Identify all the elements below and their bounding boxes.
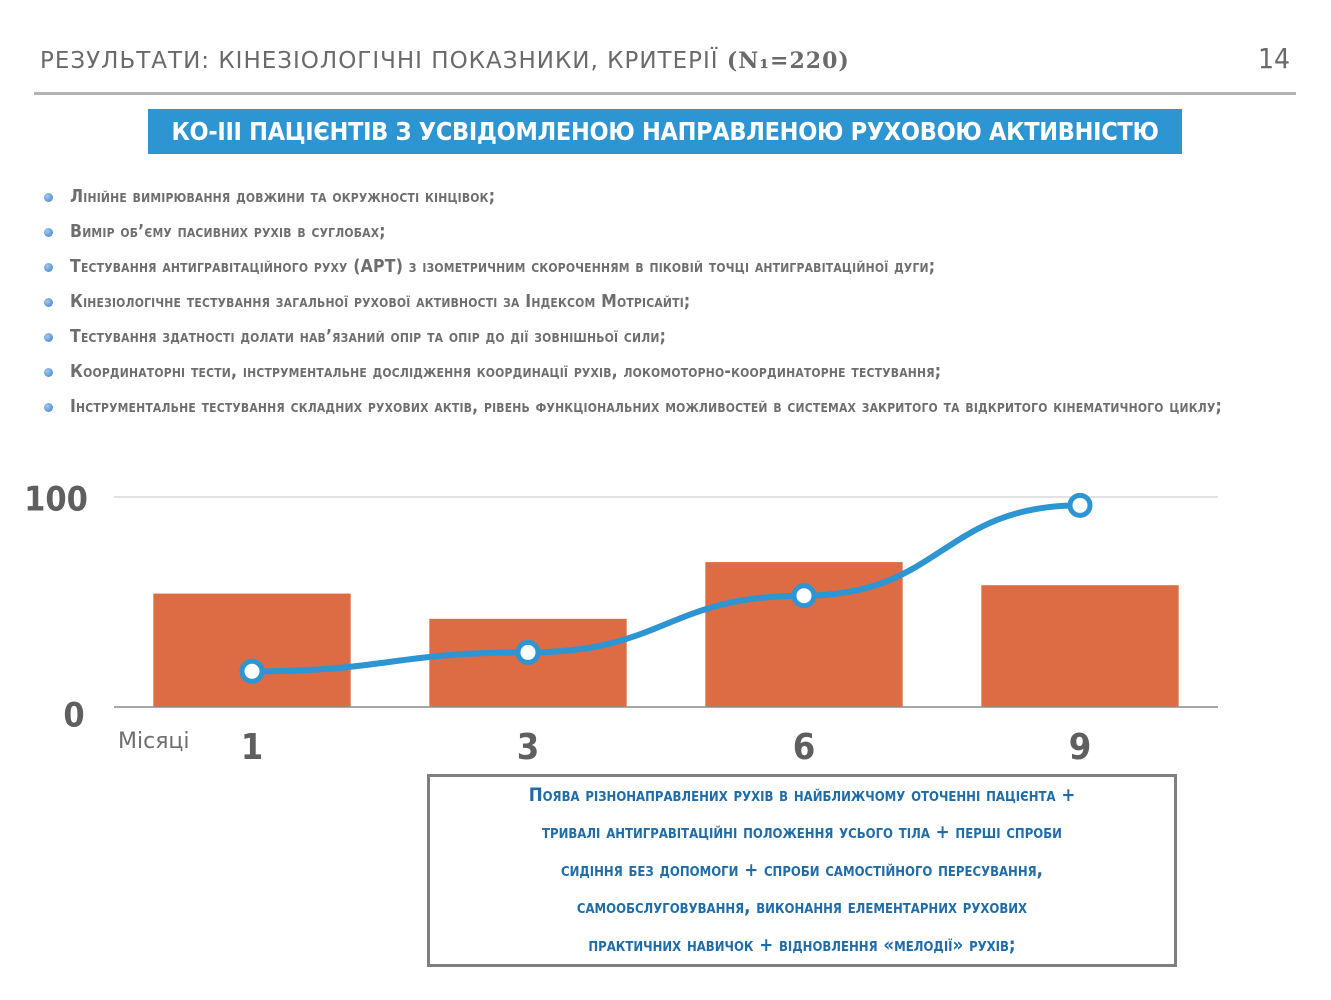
bullet-icon [44, 193, 53, 202]
slide-title-main: РЕЗУЛЬТАТИ: КІНЕЗІОЛОГІЧНІ ПОКАЗНИКИ, КР… [40, 48, 719, 74]
list-item-text: Координаторні тести, інструментальне дос… [70, 362, 942, 382]
result-summary-box: Поява різнонаправлених рухів в найближчо… [427, 774, 1177, 967]
x-tick-label: 9 [1069, 727, 1092, 768]
result-line: практичних навичок + відновлення «мелоді… [588, 934, 1016, 956]
list-item: Інструментальне тестування складних рухо… [44, 390, 1294, 425]
x-tick-label: 1 [241, 727, 264, 768]
result-line: тривалі антигравітаційні положення усьог… [542, 822, 1062, 844]
result-line: Поява різнонаправлених рухів в найближчо… [528, 784, 1076, 806]
bullet-icon [44, 368, 53, 377]
list-item-text: Тестування здатності долати нав’язаний о… [70, 327, 667, 347]
list-item: Координаторні тести, інструментальне дос… [44, 355, 1294, 390]
list-item: Тестування антигравітаційного руху (АРТ)… [44, 250, 1294, 285]
bullet-icon [44, 403, 53, 412]
list-item: Вимір об’єму пасивних рухів в суглобах; [44, 215, 1294, 250]
x-tick-label: 3 [517, 727, 540, 768]
bullet-icon [44, 263, 53, 272]
list-item: Тестування здатності долати нав’язаний о… [44, 320, 1294, 355]
trend-point [1067, 492, 1093, 518]
bar [153, 593, 351, 707]
sample-size-label: (N₁=220) [726, 48, 850, 74]
x-tick-label: 6 [793, 727, 816, 768]
slide-title: РЕЗУЛЬТАТИ: КІНЕЗІОЛОГІЧНІ ПОКАЗНИКИ, КР… [40, 48, 850, 74]
list-item-text: Лінійне вимірювання довжини та окружност… [70, 187, 496, 207]
bar [981, 585, 1179, 707]
trend-point [515, 639, 541, 665]
highlight-banner: КО-III ПАЦІЄНТІВ З УСВІДОМЛЕНОЮ НАПРАВЛЕ… [148, 109, 1182, 154]
bullet-icon [44, 228, 53, 237]
bullet-icon [44, 298, 53, 307]
bullet-icon [44, 333, 53, 342]
result-line: самообслуговування, виконання елементарн… [576, 897, 1028, 919]
result-line: сидіння без допомоги + спроби самостійно… [561, 859, 1043, 881]
list-item-text: Кінезіологічне тестування загальної рухо… [70, 292, 691, 312]
y-tick-label: 100 [24, 480, 88, 520]
trend-line [249, 502, 1083, 675]
x-axis-label: Місяці [118, 729, 190, 754]
header-divider [34, 92, 1296, 95]
progress-chart: 0 100 1 3 6 9 Місяці [24, 480, 1218, 768]
y-tick-label: 0 [63, 696, 84, 736]
criteria-list: Лінійне вимірювання довжини та окружност… [44, 180, 1294, 425]
trend-point [239, 658, 265, 684]
list-item-text: Тестування антигравітаційного руху (АРТ)… [70, 257, 936, 277]
page-number: 14 [1258, 42, 1291, 75]
list-item: Лінійне вимірювання довжини та окружност… [44, 180, 1294, 215]
list-item-text: Інструментальне тестування складних рухо… [70, 397, 1222, 417]
trend-point [791, 583, 817, 609]
result-summary-text: Поява різнонаправлених рухів в найближчо… [521, 777, 1084, 965]
list-item-text: Вимір об’єму пасивних рухів в суглобах; [70, 222, 386, 242]
list-item: Кінезіологічне тестування загальної рухо… [44, 285, 1294, 320]
